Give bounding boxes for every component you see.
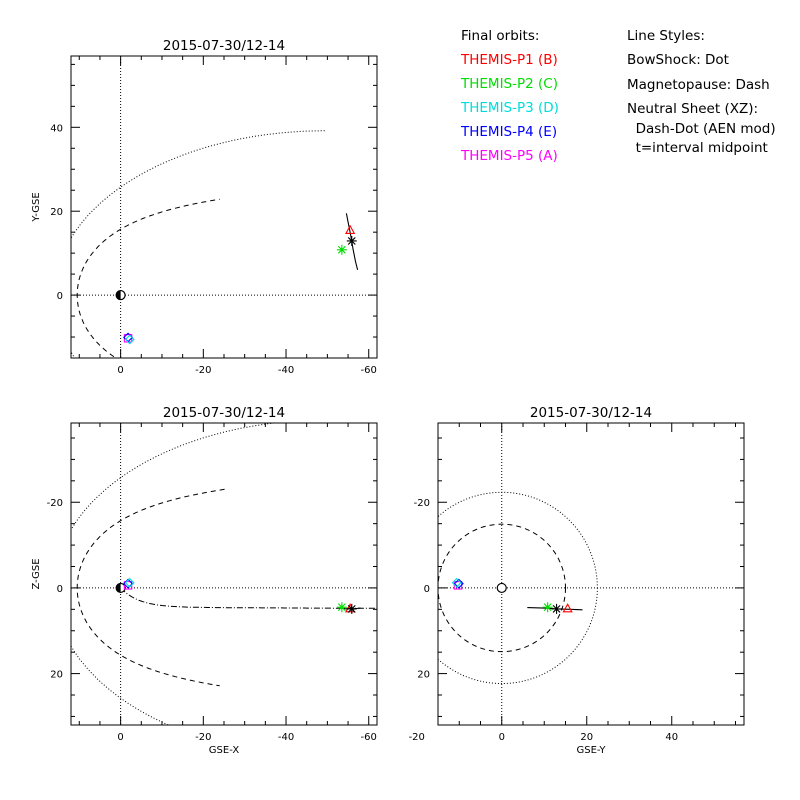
asterisk-marker: [551, 603, 562, 614]
line-style-neutral-sheet-detail: Dash-Dot (AEN mod): [627, 121, 776, 137]
x-axis-label: GSE-Y: [577, 745, 607, 756]
triangle-marker: [344, 224, 356, 234]
x-tick-label: -40: [278, 732, 294, 743]
x-tick-label: -20: [195, 365, 211, 376]
line-styles-title: Line Styles:: [627, 28, 705, 44]
asterisk-marker: [542, 602, 553, 613]
asterisk-marker: [346, 235, 357, 246]
panel-xy: 2015-07-30/12-14 Y-GSE 0 -20 -40 -60 0 20 40: [31, 38, 378, 376]
earth-night-side: [116, 290, 121, 300]
x-tick-label: 0: [499, 732, 505, 743]
x-tick-label: 0: [117, 732, 123, 743]
asterisk-marker: [336, 244, 347, 255]
y-tick-label: -20: [414, 498, 430, 509]
x-tick-label: -20: [409, 732, 425, 743]
panel-plot-area: [438, 423, 744, 725]
bowshock-circle: [438, 491, 598, 685]
x-tick-label: -40: [278, 365, 294, 376]
diamond-marker: [123, 578, 134, 589]
diamond-marker: [453, 578, 464, 589]
legend-probe-p1: THEMIS-P1 (B): [461, 52, 558, 68]
legend-probe-p3: THEMIS-P3 (D): [461, 100, 559, 116]
line-style-neutral-sheet: Neutral Sheet (XZ):: [627, 101, 759, 117]
y-tick-label: 20: [50, 670, 63, 681]
legend-probe-p5: THEMIS-P5 (A): [461, 148, 558, 164]
line-style-bowshock: BowShock: Dot: [627, 52, 729, 68]
diamond-marker: [124, 577, 135, 588]
legend-probe-p2: THEMIS-P2 (C): [461, 76, 558, 92]
x-tick-label: 20: [580, 732, 593, 743]
asterisk-marker: [336, 602, 347, 613]
line-style-magnetopause: Magnetopause: Dash: [627, 77, 770, 93]
panel-frame: [70, 422, 378, 726]
panel-yz: 2015-07-30/12-14 GSE-Y -20 0 20 40 20 0 -20: [409, 405, 745, 756]
magnetopause-curve: [76, 198, 220, 358]
x-tick-label: 40: [665, 732, 678, 743]
x-tick-label: -60: [361, 365, 377, 376]
y-axis-label: Y-GSE: [31, 192, 42, 222]
panel-title: 2015-07-30/12-14: [530, 405, 652, 421]
magnetopause-circle: [438, 523, 566, 653]
x-tick-label: 0: [117, 365, 123, 376]
panel-frame: [70, 55, 378, 359]
diamond-marker: [124, 334, 135, 345]
asterisk-marker: [346, 603, 357, 614]
y-tick-label: 40: [50, 123, 63, 134]
y-tick-label: 0: [424, 584, 430, 595]
y-tick-label: 0: [57, 584, 63, 595]
panel-frame: [437, 422, 745, 726]
x-axis-label: GSE-X: [209, 745, 240, 756]
earth-night-side: [116, 583, 121, 593]
panel-plot-area: [71, 423, 377, 725]
y-axis-label: Z-GSE: [31, 558, 42, 589]
diamond-marker: [451, 577, 462, 588]
y-tick-label: 20: [417, 670, 430, 681]
triangle-marker: [562, 603, 573, 613]
earth-marker: [496, 582, 507, 594]
legend-probe-p4: THEMIS-P4 (E): [461, 124, 558, 140]
magnetopause-curve: [76, 488, 225, 687]
x-tick-label: -20: [195, 732, 211, 743]
orbits-legend: Final orbits: THEMIS-P1 (B) THEMIS-P2 (C…: [461, 24, 559, 168]
panel-title: 2015-07-30/12-14: [163, 405, 285, 421]
panel-plot-area: [71, 56, 377, 358]
line-style-neutral-sheet-time: t=interval midpoint: [627, 140, 768, 156]
y-tick-label: 20: [50, 207, 63, 218]
y-tick-label: -20: [47, 498, 63, 509]
line-styles-legend: Line Styles: BowShock: Dot Magnetopause:…: [627, 24, 776, 158]
orbits-legend-title: Final orbits:: [461, 28, 540, 44]
bowshock-curve: [71, 423, 280, 725]
x-tick-label: -60: [361, 732, 377, 743]
panel-title: 2015-07-30/12-14: [163, 38, 285, 54]
y-tick-label: 0: [57, 291, 63, 302]
panel-xz: 2015-07-30/12-14 GSE-X Z-GSE 0 -20 -40 -60 20 0 -…: [31, 405, 378, 756]
